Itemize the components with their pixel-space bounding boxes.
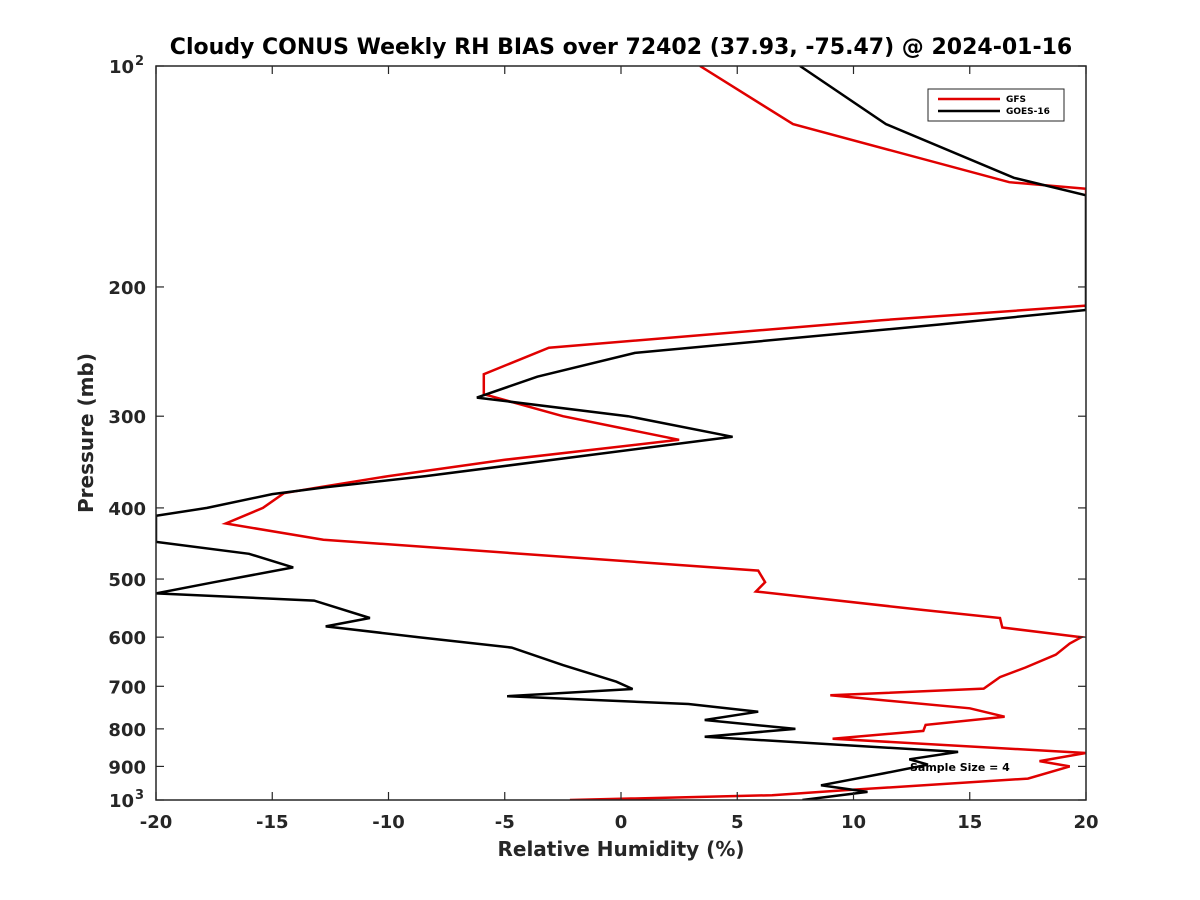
legend-label-goes-16: GOES-16 <box>1006 107 1050 117</box>
x-tick-label: 10 <box>841 812 866 833</box>
x-tick-label: -5 <box>495 812 515 833</box>
y-tick-label: 400 <box>108 499 146 520</box>
x-tick-label: -10 <box>372 812 405 833</box>
plot-background <box>156 66 1086 800</box>
y-tick-exponent: 3 <box>135 788 144 803</box>
x-tick-label: 15 <box>957 812 982 833</box>
y-tick-label: 600 <box>108 628 146 649</box>
sample-size-annotation: Sample Size = 4 <box>910 761 1010 774</box>
y-tick-label: 700 <box>108 677 146 698</box>
y-tick-label: 10 <box>109 791 134 812</box>
y-tick-label: 900 <box>108 757 146 778</box>
y-tick-label: 800 <box>108 720 146 741</box>
x-tick-label: 5 <box>731 812 744 833</box>
y-axis-label: Pressure (mb) <box>74 353 98 513</box>
x-tick-label: -20 <box>140 812 173 833</box>
series-line-goes-16 <box>156 66 1086 800</box>
x-axis-ticks: -20 -15 -10 -5 0 5 10 15 20 <box>140 66 1099 833</box>
chart-title: Cloudy CONUS Weekly RH BIAS over 72402 (… <box>170 35 1072 60</box>
x-tick-label: -15 <box>256 812 289 833</box>
y-tick-label: 10 <box>109 57 134 78</box>
x-tick-label: 0 <box>615 812 628 833</box>
series-line-gfs <box>221 66 1086 800</box>
y-tick-exponent: 2 <box>135 54 144 69</box>
y-tick-label: 500 <box>108 570 146 591</box>
legend: GFS GOES-16 <box>927 88 1065 122</box>
plot-area: -20 -15 -10 -5 0 5 10 15 20 10 220030040050060070… <box>108 54 1098 833</box>
x-tick-label: 20 <box>1073 812 1098 833</box>
y-tick-label: 200 <box>108 278 146 299</box>
x-axis-label: Relative Humidity (%) <box>497 837 744 861</box>
legend-box <box>927 88 1065 122</box>
series-layer <box>156 66 1086 800</box>
y-tick-label: 300 <box>108 407 146 428</box>
legend-label-gfs: GFS <box>1006 95 1026 105</box>
